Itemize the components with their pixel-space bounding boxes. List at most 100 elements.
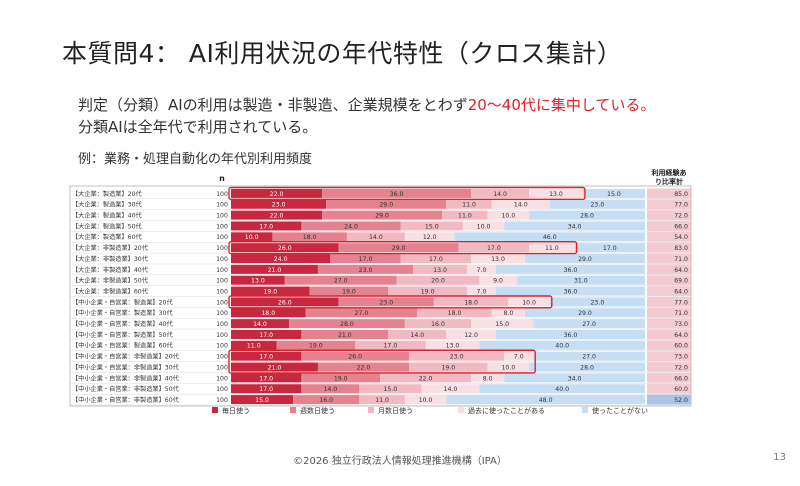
bar-value-label: 11.0 — [545, 245, 559, 252]
row-label: 【大企業：製造業】60代 — [72, 233, 143, 241]
row-n: 100 — [216, 267, 228, 274]
ratio-value: 72.0 — [674, 364, 688, 371]
bar-segment — [504, 221, 645, 231]
bar-value-label: 23.0 — [379, 299, 393, 306]
subtitle-line-2: 分類AIは全年代で利用されている。 — [78, 118, 318, 136]
bar-segment — [404, 319, 472, 329]
bar-segment — [322, 210, 443, 220]
ratio-cell — [647, 275, 691, 286]
row-n: 100 — [216, 256, 228, 263]
bar-segment — [231, 232, 273, 242]
bar-value-label: 14.0 — [444, 386, 458, 393]
bar-segment — [433, 297, 509, 307]
legend-swatch — [290, 407, 296, 413]
bar-value-label: 27.0 — [582, 321, 596, 328]
bar-segment — [487, 210, 530, 220]
ratio-cell — [647, 210, 691, 221]
bar-segment — [396, 275, 480, 285]
ratio-value: 77.0 — [674, 299, 688, 306]
legend-label: 毎日使う — [222, 406, 250, 415]
bar-segment — [487, 362, 530, 372]
row-label: 【大企業：非製造業】30代 — [72, 255, 149, 263]
bar-value-label: 23.0 — [590, 202, 604, 209]
bar-segment — [479, 340, 645, 350]
bar-segment — [471, 188, 530, 198]
bar-segment — [326, 199, 447, 209]
bar-segment — [462, 221, 505, 231]
bar-value-label: 36.0 — [564, 267, 578, 274]
ratio-value: 85.0 — [674, 191, 688, 198]
row-label: 【中小企業・自営業：非製造業】40代 — [72, 374, 180, 382]
highlight-box — [228, 186, 586, 201]
bar-value-label: 19.0 — [441, 364, 455, 371]
bar-segment — [491, 199, 550, 209]
row-n: 100 — [216, 213, 228, 220]
bar-value-label: 40.0 — [555, 343, 569, 350]
row-n: 100 — [216, 364, 228, 371]
bar-value-label: 29.0 — [578, 310, 592, 317]
ratio-cell — [647, 383, 691, 394]
row-label: 【中小企業・自営業：製造業】20代 — [72, 298, 173, 306]
ratio-cell — [647, 188, 691, 199]
bar-segment — [231, 319, 289, 329]
bar-value-label: 31.0 — [574, 278, 588, 285]
bar-segment — [231, 210, 323, 220]
bar-value-label: 36.0 — [564, 332, 578, 339]
bar-segment — [404, 232, 455, 242]
bar-value-label: 11.0 — [375, 397, 389, 404]
row-n: 100 — [216, 343, 228, 350]
bar-segment — [529, 243, 575, 253]
bar-value-label: 11.0 — [247, 343, 261, 350]
row-label: 【中小企業・自営業：製造業】60代 — [72, 342, 173, 350]
bar-segment — [231, 373, 302, 383]
bar-segment — [231, 308, 306, 318]
ratio-cell — [647, 286, 691, 296]
bar-value-label: 7.0 — [477, 288, 487, 295]
bar-value-label: 28.0 — [340, 321, 354, 328]
bar-segment — [322, 188, 472, 198]
bar-value-label: 15.0 — [425, 223, 439, 230]
bar-segment — [495, 264, 645, 274]
bar-segment — [301, 384, 360, 394]
bar-segment — [471, 319, 534, 329]
bar-segment — [471, 373, 505, 383]
bar-value-label: 17.0 — [259, 332, 273, 339]
bar-segment — [317, 264, 414, 274]
bar-value-label: 17.0 — [259, 375, 273, 382]
bar-value-label: 19.0 — [421, 288, 435, 295]
bar-segment — [409, 362, 488, 372]
ratio-value: 73.0 — [674, 354, 688, 361]
legend-swatch — [582, 407, 588, 413]
bar-value-label: 10.0 — [501, 213, 515, 220]
bar-value-label: 11.0 — [462, 202, 476, 209]
bar-segment — [549, 297, 645, 307]
bar-value-label: 22.0 — [419, 375, 433, 382]
bar-segment — [231, 254, 331, 264]
ratio-cell — [647, 297, 691, 307]
bar-segment — [504, 351, 534, 361]
bar-segment — [533, 351, 645, 361]
bar-segment — [305, 308, 418, 318]
bar-segment — [425, 340, 480, 350]
bar-segment — [231, 297, 339, 307]
row-n: 100 — [216, 191, 228, 198]
ratio-cell — [647, 242, 691, 253]
ratio-cell — [647, 340, 691, 351]
bar-value-label: 11.0 — [458, 213, 472, 220]
bar-segment — [317, 362, 410, 372]
bar-value-label: 15.0 — [607, 191, 621, 198]
bar-value-label: 34.0 — [568, 223, 582, 230]
bar-segment — [466, 286, 496, 296]
bar-segment — [466, 264, 496, 274]
bar-segment — [293, 395, 360, 405]
row-n: 100 — [216, 321, 228, 328]
row-label: 【中小企業・自営業：非製造業】20代 — [72, 353, 180, 361]
bar-segment — [495, 329, 645, 339]
bar-value-label: 19.0 — [263, 288, 277, 295]
bar-segment — [508, 297, 550, 307]
bar-value-label: 17.0 — [359, 256, 373, 263]
row-label: 【大企業：非製造業】40代 — [72, 266, 149, 274]
ratio-cell — [647, 362, 691, 372]
bar-segment — [421, 384, 480, 394]
